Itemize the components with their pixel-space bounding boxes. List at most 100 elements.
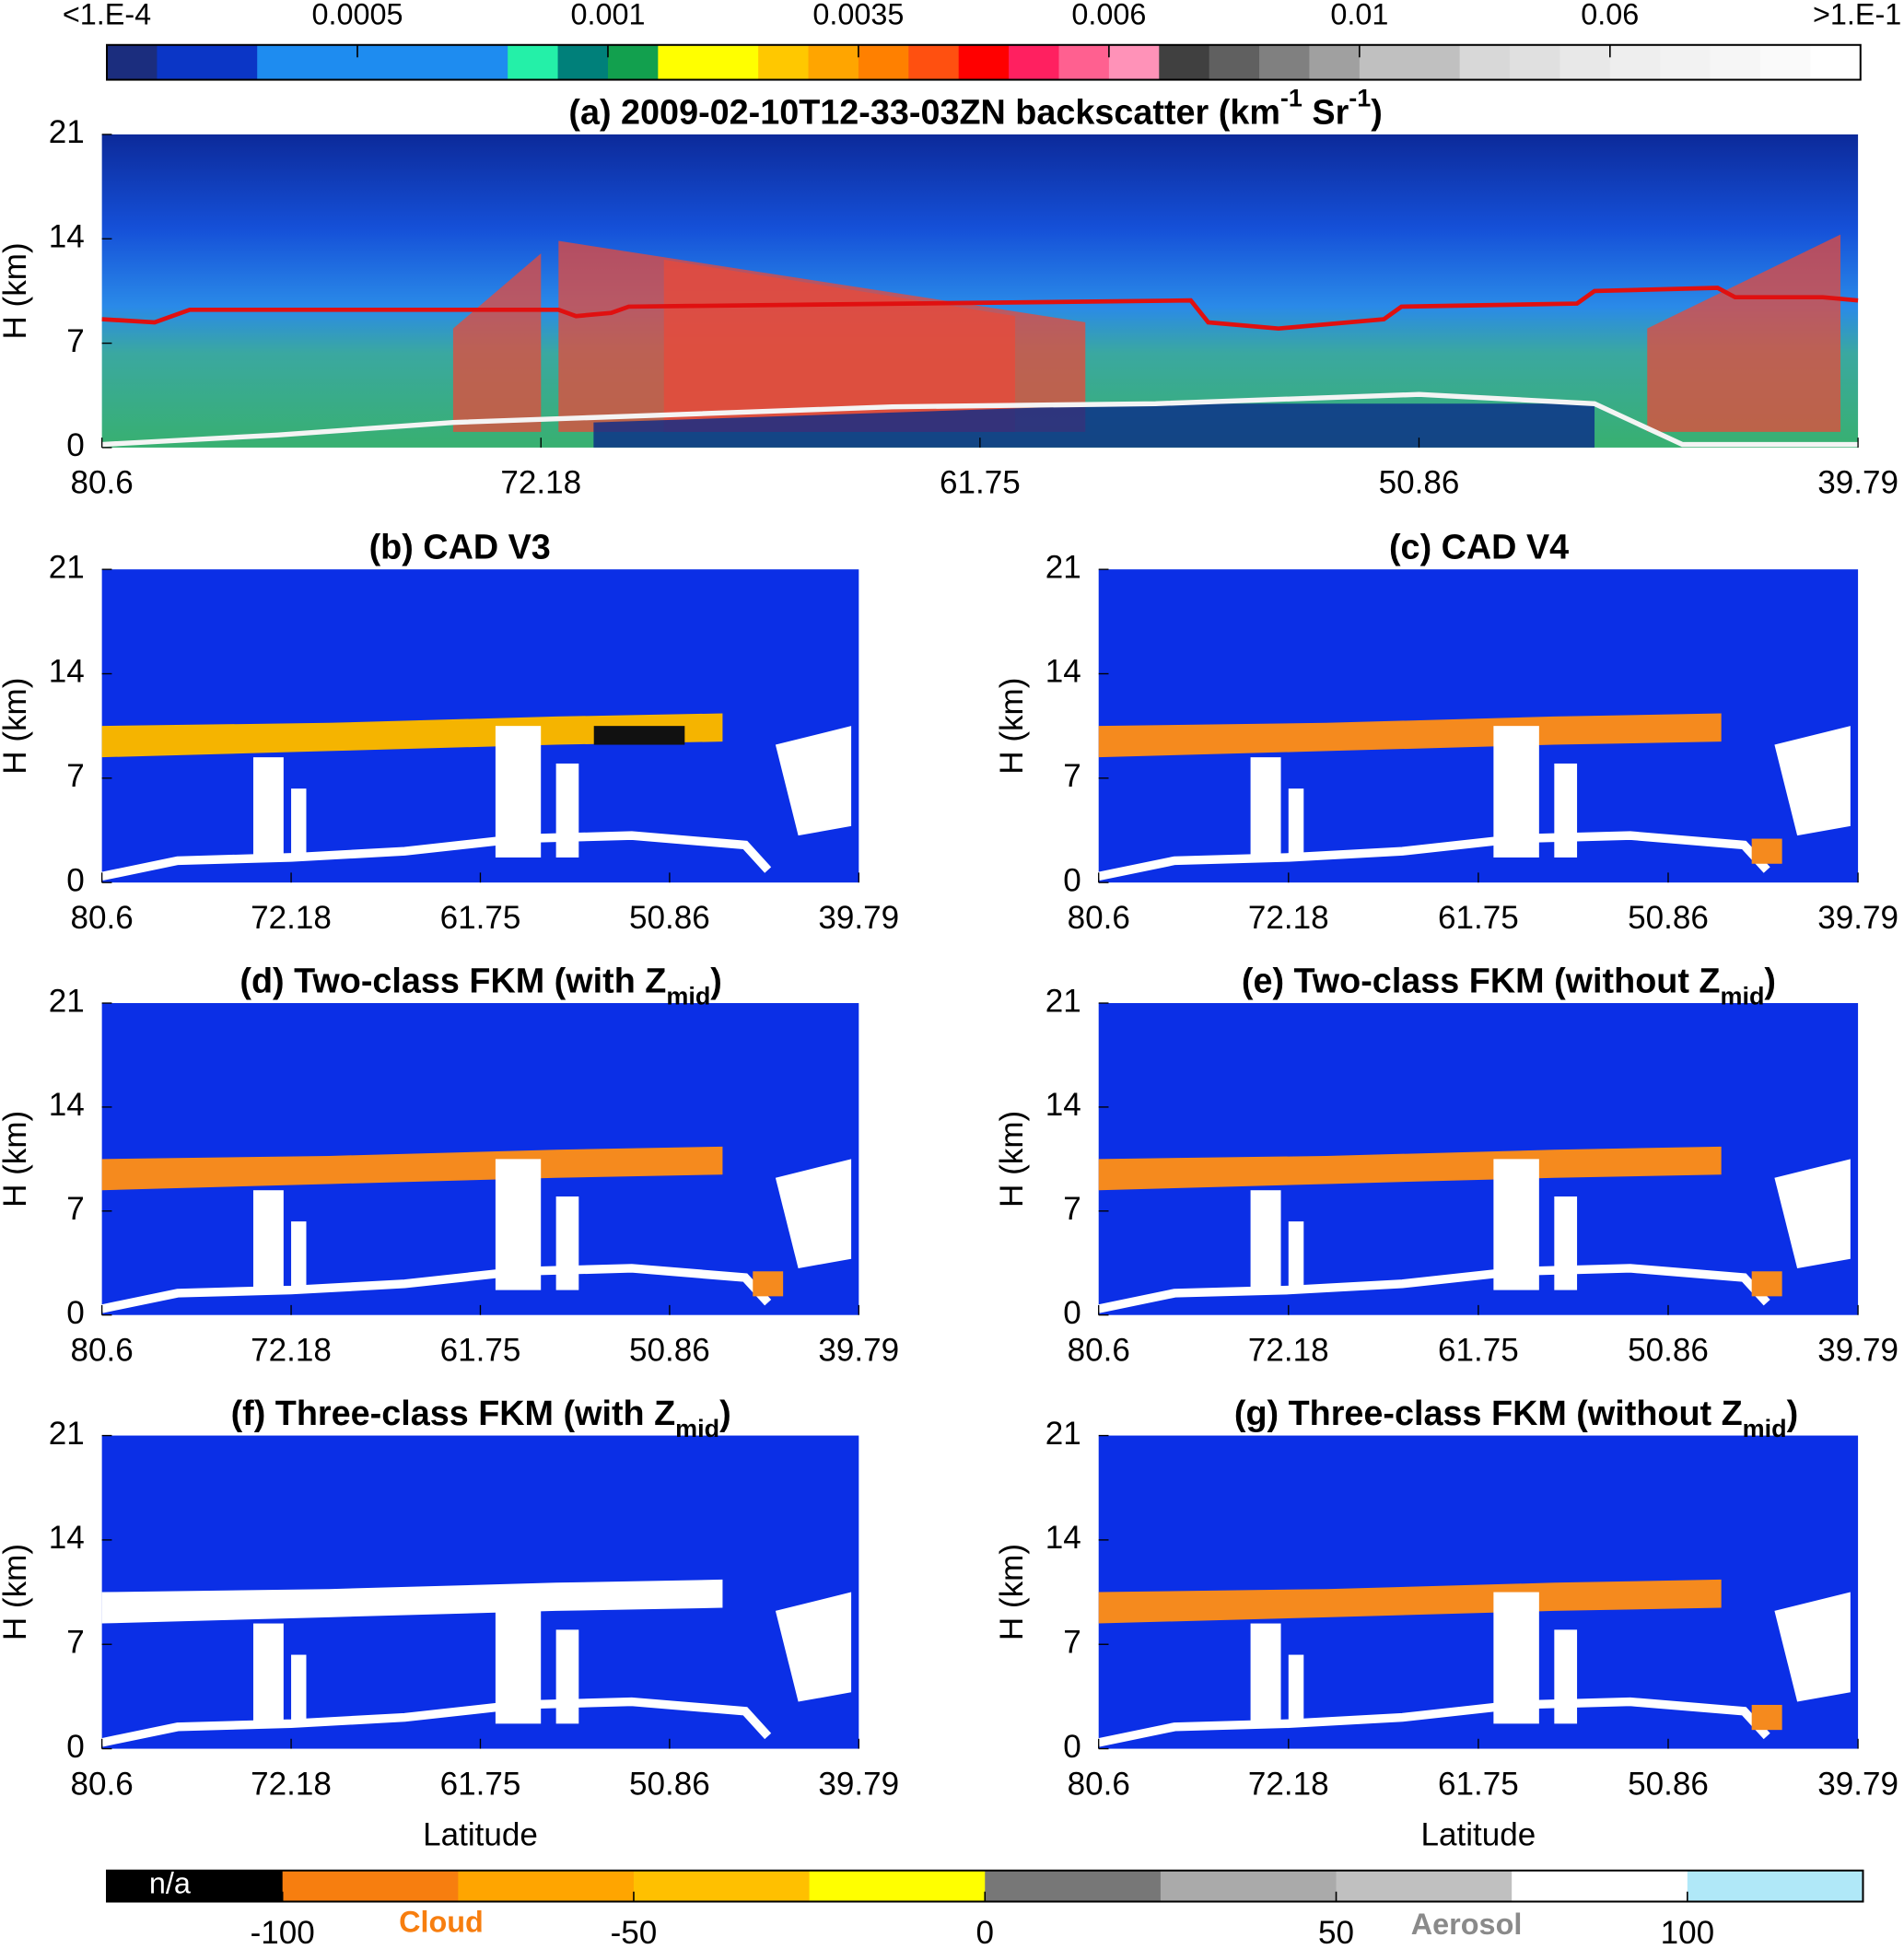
surface-layer: [1097, 1264, 1770, 1313]
x-tick-label: 39.79: [818, 1766, 899, 1802]
y-tick-label: 7: [1063, 1624, 1081, 1660]
colorbar-swatch: [407, 44, 459, 80]
aerosol-layer: [1774, 726, 1851, 836]
legend-swatch: [282, 1870, 459, 1902]
colorbar-swatch: [1609, 44, 1661, 80]
y-tick-label: 14: [49, 654, 85, 690]
x-tick-label: 72.18: [500, 465, 581, 501]
x-tick-label: 72.18: [251, 1766, 332, 1802]
y-tick-label: 7: [66, 1191, 85, 1227]
colorbar-swatch: [1810, 44, 1862, 80]
colorbar-swatch: [1459, 44, 1511, 80]
panel-title: (b) CAD V3: [369, 529, 551, 567]
title-part: ): [719, 1395, 731, 1433]
colorbar-swatch: [206, 44, 258, 80]
aerosol-feature: [291, 788, 307, 858]
colorbar-label: 0.0035: [812, 0, 904, 30]
y-axis-label: H (km): [994, 678, 1030, 775]
legend-tick-label: -100: [251, 1915, 315, 1949]
aerosol-feature: [1250, 757, 1281, 858]
colorbar-swatch: [1510, 44, 1561, 80]
surface-return: [101, 391, 1859, 448]
title-part: mid: [1720, 983, 1764, 1010]
aerosol-feature: [555, 1629, 579, 1724]
title-part: (c) CAD V4: [1389, 529, 1569, 567]
panel-title: (g) Three-class FKM (without Zmid): [1234, 1395, 1798, 1442]
colorbar-swatch: [257, 44, 309, 80]
aerosol-feature: [252, 1190, 284, 1290]
legend-swatch: [985, 1870, 1162, 1902]
title-part: ): [710, 962, 722, 1000]
colorbar-swatch: [1759, 44, 1812, 80]
legend-swatch: [809, 1870, 986, 1902]
x-tick-label: 50.86: [629, 900, 710, 936]
legend-tick-label: 100: [1661, 1915, 1715, 1949]
x-tick-label: 50.86: [1628, 1766, 1709, 1802]
x-tick-label: 72.18: [251, 900, 332, 936]
colorbar-swatch: [1309, 44, 1361, 80]
cloud-feature: [1751, 1704, 1782, 1731]
legend-tick-label: -50: [611, 1915, 658, 1949]
legend-swatch: [1336, 1870, 1513, 1902]
legend-swatch: [107, 1870, 284, 1902]
y-tick-label: 14: [49, 219, 85, 255]
y-axis-label: H (km): [0, 242, 33, 339]
legend-tick-label: 50: [1318, 1915, 1354, 1949]
x-axis-label: Latitude: [1421, 1817, 1536, 1853]
x-tick-label: 39.79: [1817, 1766, 1898, 1802]
colorbar-label: >1.E-1: [1813, 0, 1901, 30]
title-part: (f) Three-class FKM (with Z: [231, 1395, 676, 1433]
colorbar-swatch: [356, 44, 409, 80]
x-tick-label: 50.86: [629, 1766, 710, 1802]
aerosol-feature: [291, 1221, 307, 1290]
legend-swatch: [1512, 1870, 1688, 1902]
x-tick-label: 61.75: [1438, 1766, 1519, 1802]
panel-title: (e) Two-class FKM (without Zmid): [1242, 962, 1776, 1010]
colorbar-swatch: [157, 44, 208, 80]
colorbar-swatch: [1009, 44, 1060, 80]
colorbar-swatch: [1359, 44, 1410, 80]
y-axis-label: H (km): [994, 1544, 1030, 1640]
title-part: mid: [666, 983, 710, 1010]
aerosol-layer: [775, 1592, 852, 1702]
x-tick-label: 39.79: [1817, 900, 1898, 936]
x-axis-label: Latitude: [423, 1817, 538, 1853]
cloud-layer: [101, 1146, 723, 1191]
cloud-layer: [101, 1579, 723, 1624]
cloud-layer: [1098, 1146, 1722, 1191]
cloud-layer: [101, 713, 723, 758]
colorbar-swatch: [758, 44, 810, 80]
panel: 0 7 14 21 80.6 72.18 61.75 50.86 39.79 H (km) (b) …: [0, 529, 899, 936]
y-axis-label: H (km): [994, 1111, 1030, 1208]
colorbar-swatch: [557, 44, 609, 80]
x-tick-label: 61.75: [1438, 1332, 1519, 1368]
aerosol-feature: [252, 757, 284, 858]
legend-tick-label: 0: [975, 1915, 994, 1949]
aerosol-feature: [1250, 1190, 1281, 1290]
cloud-layer-dark: [593, 726, 685, 745]
y-tick-label: 0: [66, 1295, 85, 1331]
x-tick-label: 80.6: [1068, 1332, 1130, 1368]
y-tick-label: 7: [1063, 758, 1081, 794]
y-tick-label: 0: [66, 1729, 85, 1765]
x-tick-label: 39.79: [818, 1332, 899, 1368]
colorbar-label: 0.006: [1071, 0, 1146, 30]
colorbar-swatch: [1209, 44, 1260, 80]
title-part: Sr: [1302, 93, 1349, 132]
y-tick-label: 21: [1045, 983, 1081, 1019]
title-part: (b) CAD V3: [369, 529, 551, 567]
y-tick-label: 0: [1063, 862, 1081, 898]
legend-swatch: [633, 1870, 811, 1902]
aerosol-feature: [1554, 1629, 1578, 1724]
colorbar-swatch: [808, 44, 859, 80]
colorbar-label: 0.06: [1581, 0, 1639, 30]
legend-aerosol-label: Aerosol: [1411, 1908, 1523, 1941]
title-part: mid: [675, 1415, 719, 1442]
title-part: (e) Two-class FKM (without Z: [1242, 962, 1721, 1000]
x-tick-label: 72.18: [251, 1332, 332, 1368]
y-tick-label: 0: [1063, 1295, 1081, 1331]
title-part: ): [1764, 962, 1776, 1000]
y-tick-label: 21: [49, 983, 85, 1019]
cloud-feature: [1751, 1271, 1782, 1297]
